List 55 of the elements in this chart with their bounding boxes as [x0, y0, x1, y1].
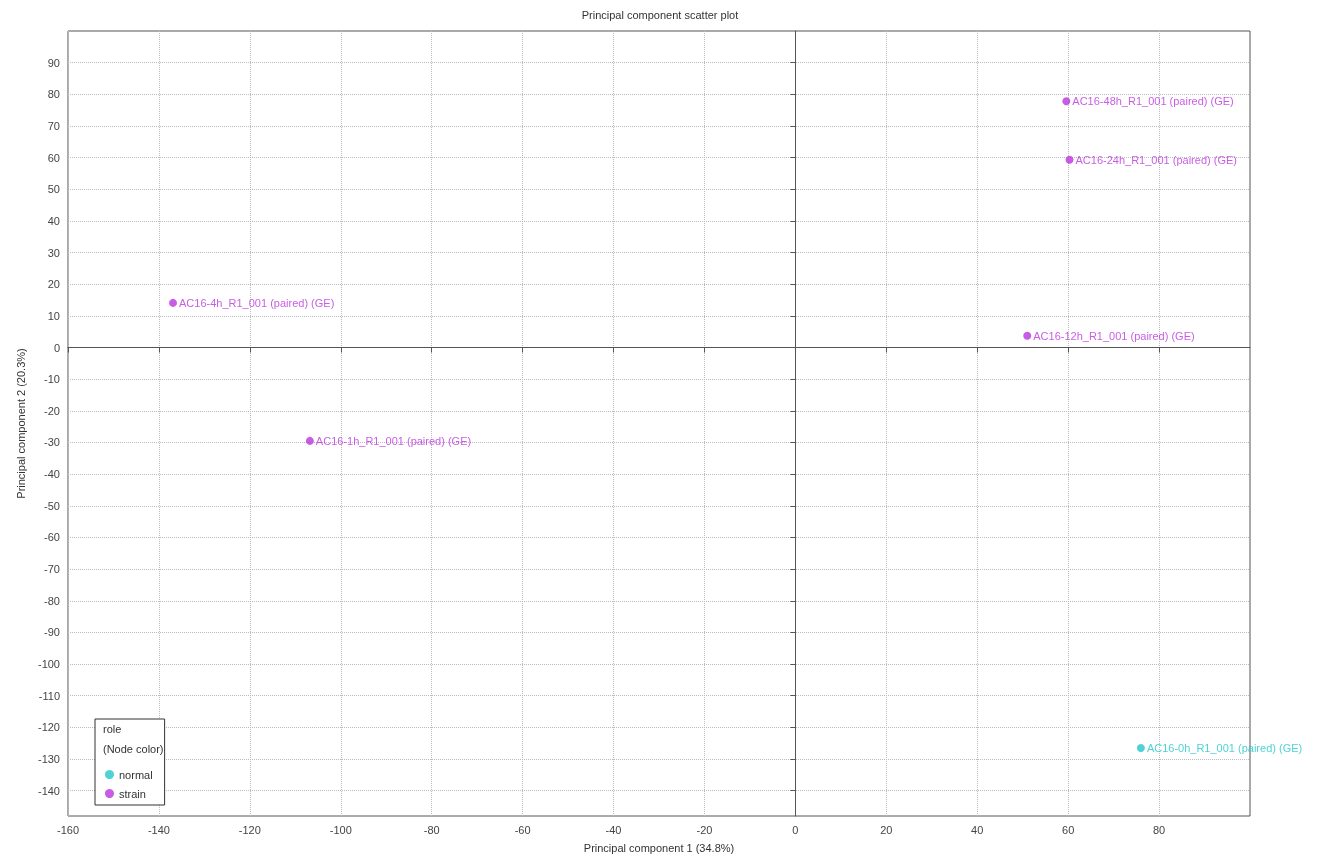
y-tick-label: 40	[47, 214, 60, 227]
y-axis-title: Principal component 2 (20.3%)	[14, 348, 27, 499]
x-tick-label: -60	[514, 823, 531, 836]
point	[1136, 743, 1145, 752]
y-tick-label: -130	[37, 753, 60, 766]
y-tick-label: 10	[47, 309, 60, 322]
annotation: AC16-4h_R1_001 (paired) (GE)	[179, 296, 335, 309]
y-tick-label: -90	[44, 626, 60, 639]
legend-title: role (Node color)	[103, 723, 164, 755]
chart-title: Principal component scatter plot	[581, 8, 739, 21]
y-tick-label: 60	[47, 151, 60, 164]
x-tick-label: 0	[792, 823, 799, 836]
x-tick-label: -40	[605, 823, 622, 836]
y-tick-label: -60	[44, 531, 60, 544]
y-tick-label: 30	[47, 246, 60, 259]
y-tick-label: -20	[44, 404, 60, 417]
x-tick-label: 80	[1152, 823, 1166, 836]
y-tick-label: -40	[44, 468, 60, 481]
y-tick-label: -10	[44, 373, 60, 386]
y-tick-label: -120	[37, 721, 60, 734]
annotation: AC16-24h_R1_001 (paired) (GE)	[1075, 153, 1237, 166]
y-tick-label: 0	[53, 341, 60, 354]
x-tick-label: -20	[696, 823, 713, 836]
x-tick-label: -100	[329, 823, 352, 836]
x-tick-label: -80	[423, 823, 440, 836]
annotation: AC16-1h_R1_001 (paired) (GE)	[315, 434, 472, 447]
y-tick-label: 20	[47, 278, 60, 291]
y-tick-label: -30	[44, 436, 60, 449]
y-tick-label: -70	[44, 563, 60, 576]
point	[1065, 155, 1074, 164]
y-tick-label: -110	[38, 689, 60, 702]
y-tick-label: 70	[47, 119, 60, 132]
x-axis-title: Principal component 1 (34.8%)	[583, 841, 735, 854]
y-tick-label: 80	[47, 88, 60, 101]
point	[1023, 331, 1032, 340]
y-tick-label: 90	[47, 56, 60, 69]
point	[1062, 97, 1071, 106]
y-tick-label: -50	[44, 499, 60, 512]
y-tick-label: -140	[37, 784, 60, 797]
y-tick-label: -100	[37, 658, 60, 671]
y-tick-label: 50	[47, 183, 60, 196]
x-tick-label: -120	[238, 823, 261, 836]
legend-label: strain	[119, 787, 146, 800]
x-tick-label: -140	[147, 823, 170, 836]
annotation: AC16-0h_R1_001 (paired) (GE)	[1146, 741, 1303, 754]
x-tick-label: 60	[1062, 823, 1075, 836]
annotation: AC16-12h_R1_001 (paired) (GE)	[1033, 329, 1195, 342]
legend-label: normal	[119, 768, 153, 781]
point	[169, 298, 178, 307]
y-tick-label: -80	[44, 594, 60, 607]
annotation: AC16-48h_R1_001 (paired) (GE)	[1072, 95, 1234, 108]
point	[305, 436, 314, 445]
x-tick-label: 20	[880, 823, 893, 836]
x-tick-label: 40	[971, 823, 984, 836]
x-tick-label: -160	[56, 823, 80, 836]
